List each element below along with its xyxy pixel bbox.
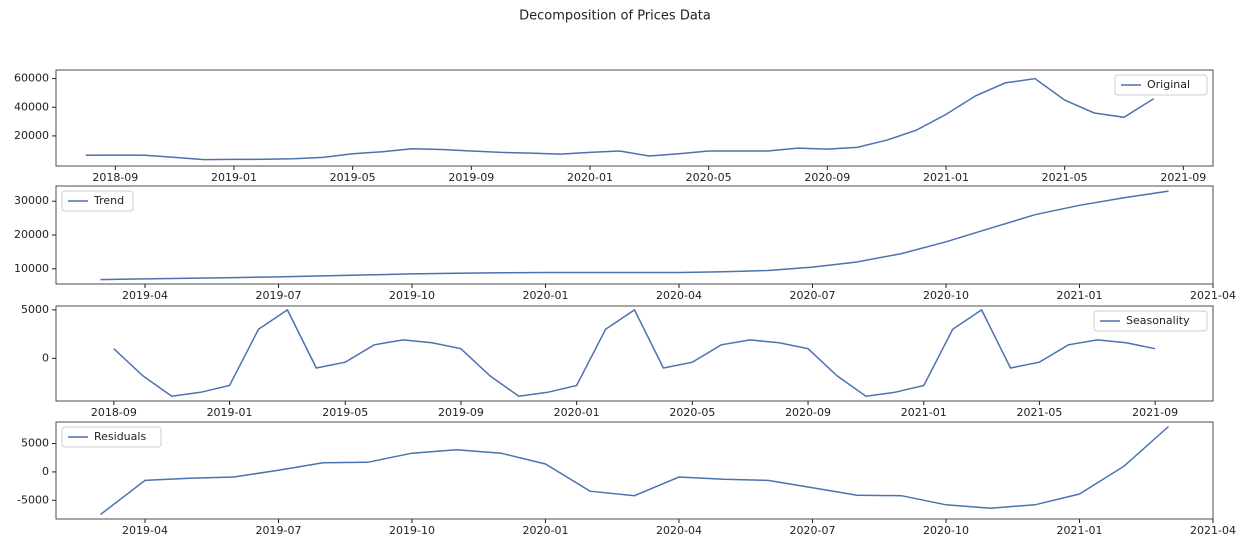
x-tick-label: 2021-04	[1190, 524, 1236, 537]
x-tick-label: 2019-07	[256, 289, 302, 302]
x-tick-label: 2020-04	[656, 524, 702, 537]
legend-label: Trend	[93, 194, 124, 207]
x-tick-label: 2019-01	[211, 171, 257, 184]
data-line	[100, 190, 1169, 281]
x-tick-label: 2020-09	[804, 171, 850, 184]
legend-label: Residuals	[94, 430, 146, 443]
x-tick-label: 2020-05	[686, 171, 732, 184]
x-tick-label: 2021-09	[1160, 171, 1206, 184]
x-tick-label: 2021-01	[1057, 524, 1103, 537]
x-tick-label: 2018-09	[91, 406, 137, 419]
x-tick-label: 2020-01	[554, 406, 600, 419]
data-line	[85, 77, 1155, 161]
x-tick-label: 2019-05	[330, 171, 376, 184]
legend-box	[61, 426, 162, 448]
x-tick-label: 2021-01	[923, 171, 969, 184]
legend-label: Seasonality	[1126, 314, 1190, 327]
x-tick-label: 2021-05	[1042, 171, 1088, 184]
y-tick-label: 5000	[21, 303, 49, 316]
y-tick-label: 0	[42, 351, 49, 364]
x-tick-label: 2020-05	[669, 406, 715, 419]
x-tick-label: 2020-09	[785, 406, 831, 419]
y-tick-label: 60000	[14, 72, 49, 85]
plot-frame	[55, 305, 1214, 402]
legend-box	[1114, 74, 1208, 96]
x-tick-label: 2018-09	[92, 171, 138, 184]
x-tick-label: 2019-05	[322, 406, 368, 419]
y-tick-label: 20000	[14, 228, 49, 241]
x-tick-label: 2020-10	[923, 524, 969, 537]
x-tick-label: 2019-04	[122, 289, 168, 302]
plot-frame	[55, 421, 1214, 520]
x-tick-label: 2021-05	[1016, 406, 1062, 419]
plot-frame	[55, 185, 1214, 285]
x-tick-label: 2020-01	[567, 171, 613, 184]
y-tick-label: 0	[42, 465, 49, 478]
x-tick-label: 2020-07	[790, 524, 836, 537]
x-tick-label: 2019-10	[389, 524, 435, 537]
x-tick-label: 2020-10	[923, 289, 969, 302]
x-tick-label: 2020-01	[523, 524, 569, 537]
data-line	[113, 308, 1156, 397]
y-tick-label: 30000	[14, 194, 49, 207]
legend-box	[61, 190, 134, 212]
legend-box	[1093, 310, 1208, 332]
figure-title: Decomposition of Prices Data	[519, 9, 711, 24]
x-tick-label: 2021-04	[1190, 289, 1236, 302]
data-line	[100, 425, 1169, 516]
x-tick-label: 2021-01	[1057, 289, 1103, 302]
x-tick-label: 2019-07	[256, 524, 302, 537]
y-tick-label: 5000	[21, 437, 49, 450]
y-tick-label: -5000	[17, 493, 49, 506]
plot-frame	[55, 69, 1214, 167]
x-tick-label: 2020-01	[523, 289, 569, 302]
y-tick-label: 20000	[14, 129, 49, 142]
x-tick-label: 2021-01	[901, 406, 947, 419]
legend-label: Original	[1147, 78, 1190, 91]
x-tick-label: 2021-09	[1132, 406, 1178, 419]
x-tick-label: 2020-04	[656, 289, 702, 302]
x-tick-label: 2019-10	[389, 289, 435, 302]
y-tick-label: 10000	[14, 262, 49, 275]
y-tick-label: 40000	[14, 100, 49, 113]
x-tick-label: 2019-09	[448, 171, 494, 184]
x-tick-label: 2020-07	[790, 289, 836, 302]
x-tick-label: 2019-09	[438, 406, 484, 419]
x-tick-label: 2019-04	[122, 524, 168, 537]
x-tick-label: 2019-01	[207, 406, 253, 419]
